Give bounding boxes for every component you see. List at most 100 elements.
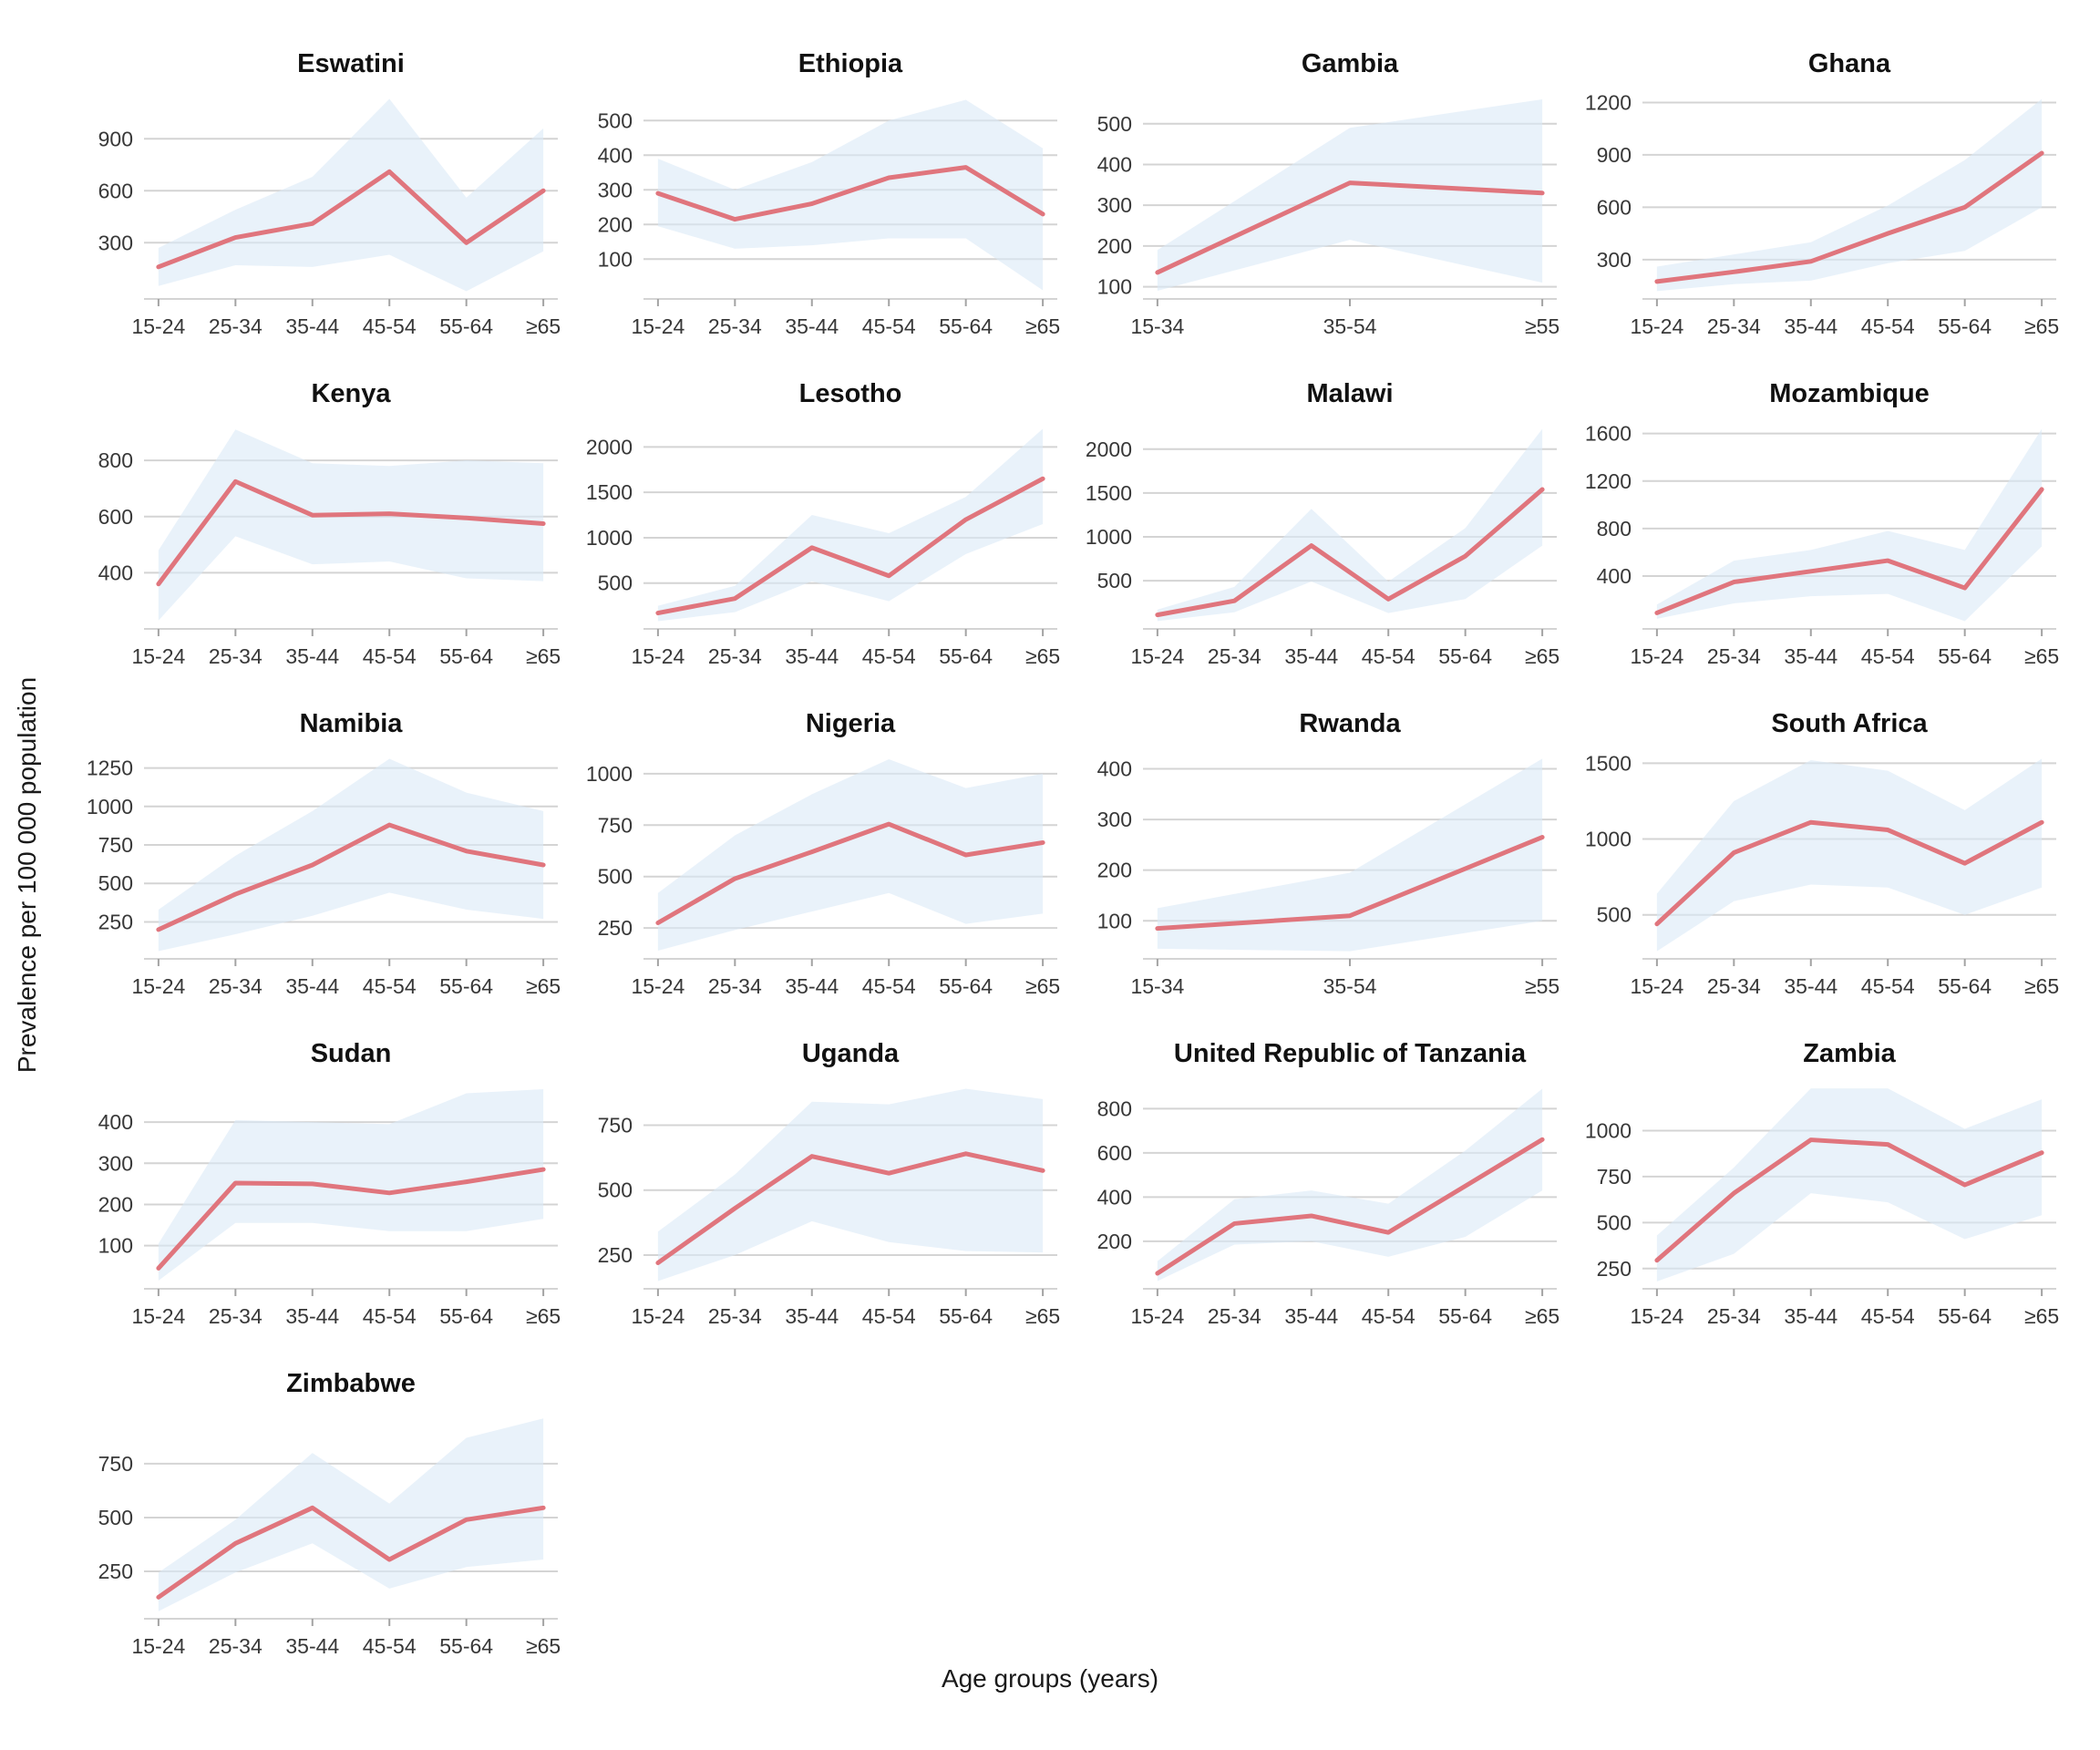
x-tick-label: ≥65	[1025, 314, 1060, 338]
x-tick-label: 35-44	[785, 644, 839, 668]
y-tick-label: 200	[98, 1192, 133, 1216]
panel-title: Mozambique	[1769, 379, 1930, 408]
y-tick-label: 250	[1597, 1257, 1632, 1281]
x-tick-label: 45-54	[363, 974, 417, 998]
panel-title: Sudan	[310, 1039, 392, 1068]
y-tick-label: 300	[98, 1151, 133, 1175]
x-tick-label: ≥65	[1525, 1304, 1560, 1328]
y-tick-label: 1250	[87, 757, 133, 780]
plot-mozambique: 400 800 1200 1600 15-24 25-34 35-44 45-54 55-64 ≥…	[1585, 422, 2059, 668]
panel-title: Ethiopia	[798, 49, 903, 78]
x-tick-label: ≥65	[1025, 644, 1060, 668]
uncertainty-band	[1656, 428, 2043, 622]
prevalence-line	[1654, 1138, 2044, 1263]
x-tick-label: 15-24	[1130, 1304, 1184, 1328]
y-tick-label: 800	[98, 448, 133, 472]
prevalence-line	[655, 165, 1045, 222]
x-tick-label: 25-34	[209, 644, 262, 668]
y-tick-label: 900	[1597, 143, 1632, 167]
x-tick-label: 55-64	[939, 1304, 993, 1328]
uncertainty-band	[1656, 1088, 2043, 1282]
x-tick-label: 35-44	[785, 1304, 839, 1328]
panel-grid: Eswatini 300 600 900 15-24 25-34 35-44 45-54 55-…	[71, 26, 2062, 1664]
y-tick-label: 400	[1097, 1185, 1132, 1209]
y-tick-label: 500	[598, 1179, 633, 1202]
y-tick-label: 1200	[1585, 90, 1632, 114]
uncertainty-band	[657, 1088, 1044, 1282]
x-tick-label: 15-34	[1130, 314, 1184, 338]
uncertainty-band	[1656, 98, 2043, 292]
x-tick-label: 55-64	[1938, 644, 1992, 668]
y-tick-label: 250	[598, 916, 633, 940]
prevalence-line	[655, 1151, 1045, 1265]
x-tick-label: 55-64	[1938, 974, 1992, 998]
x-tick-label: 45-54	[862, 644, 916, 668]
x-tick-label: 45-54	[1861, 974, 1915, 998]
panel-title: Uganda	[801, 1039, 900, 1068]
y-tick-label: 600	[1097, 1141, 1132, 1165]
panel-gambia: Gambia 100 200 300 400 500 15-34 35-54 ≥55	[1070, 26, 1562, 345]
x-tick-label: 35-44	[785, 974, 839, 998]
x-tick-label: 35-44	[285, 1304, 339, 1328]
y-tick-label: 2000	[586, 435, 633, 458]
y-tick-label: 500	[598, 108, 633, 132]
y-tick-label: 800	[1597, 517, 1632, 540]
panel-title: Rwanda	[1299, 709, 1401, 738]
x-tick-label: 25-34	[1707, 314, 1761, 338]
plot-ghana: 300 600 900 1200 15-24 25-34 35-44 45-54 55-64 ≥6…	[1585, 90, 2059, 338]
prevalence-line	[156, 1505, 546, 1600]
y-tick-label: 600	[98, 505, 133, 529]
x-tick-label: 15-24	[631, 974, 685, 998]
x-tick-label: 45-54	[862, 314, 916, 338]
x-tick-label: 25-34	[708, 1304, 762, 1328]
x-tick-label: ≥65	[526, 1304, 561, 1328]
x-tick-label: ≥65	[1025, 974, 1060, 998]
x-tick-label: 35-44	[1784, 314, 1838, 338]
x-tick-label: 25-34	[708, 974, 762, 998]
y-axis-label: Prevalence per 100 000 population	[13, 676, 41, 1074]
y-tick-label: 500	[1597, 1210, 1632, 1234]
x-tick-label: 35-44	[1284, 1304, 1338, 1328]
y-tick-label: 200	[1097, 859, 1132, 882]
prevalence-line	[156, 1167, 546, 1271]
x-tick-label: 45-54	[363, 1634, 417, 1658]
y-tick-label: 600	[1597, 195, 1632, 219]
x-tick-label: 55-64	[439, 314, 493, 338]
x-tick-label: 25-34	[209, 1304, 262, 1328]
y-tick-label: 750	[1597, 1165, 1632, 1189]
y-tick-label: 800	[1097, 1096, 1132, 1120]
y-tick-label: 400	[1597, 564, 1632, 588]
x-tick-label: 15-24	[631, 644, 685, 668]
x-tick-label: 55-64	[439, 1304, 493, 1328]
prevalence-line	[156, 479, 546, 587]
y-tick-label: 750	[98, 1452, 133, 1476]
x-tick-label: 35-44	[285, 644, 339, 668]
prevalence-line	[1654, 150, 2044, 284]
y-tick-label: 1000	[1585, 1118, 1632, 1142]
y-tick-label: 500	[1097, 112, 1132, 136]
x-tick-label: 45-54	[1861, 1304, 1915, 1328]
uncertainty-band	[1157, 1088, 1543, 1282]
plot-zambia: 250 500 750 1000 15-24 25-34 35-44 45-54 55-64 ≥6…	[1585, 1088, 2059, 1328]
plot-united-republic-of-tanzania: 200 400 600 800 15-24 25-34 35-44 45-54 55-64 ≥65	[1097, 1088, 1560, 1328]
panel-ghana: Ghana 300 600 900 1200 15-24 25-34 35-44 45-54 55…	[1570, 26, 2062, 345]
y-tick-label: 400	[1097, 152, 1132, 176]
plot-zimbabwe: 250 500 750 15-24 25-34 35-44 45-54 55-64 ≥65	[98, 1418, 561, 1658]
x-tick-label: ≥65	[526, 644, 561, 668]
uncertainty-band	[657, 428, 1044, 622]
panel-united-republic-of-tanzania: United Republic of Tanzania 200 400 600 800 1…	[1070, 1015, 1562, 1334]
plot-sudan: 100 200 300 400 15-24 25-34 35-44 45-54 55-64 ≥65	[98, 1089, 561, 1328]
x-tick-label: 35-44	[285, 314, 339, 338]
y-tick-label: 1600	[1585, 422, 1632, 446]
panel-title: Lesotho	[798, 379, 902, 408]
y-tick-label: 1500	[586, 480, 633, 504]
uncertainty-band	[158, 1418, 544, 1611]
panel-title: Gambia	[1301, 49, 1399, 78]
x-tick-label: 25-34	[708, 644, 762, 668]
y-tick-label: 100	[1097, 909, 1132, 932]
panel-mozambique: Mozambique 400 800 1200 1600 15-24 25-34 35-44 4…	[1570, 355, 2062, 674]
panel-title: Kenya	[311, 379, 391, 408]
x-tick-label: 15-24	[131, 644, 185, 668]
uncertainty-band	[1656, 758, 2043, 952]
